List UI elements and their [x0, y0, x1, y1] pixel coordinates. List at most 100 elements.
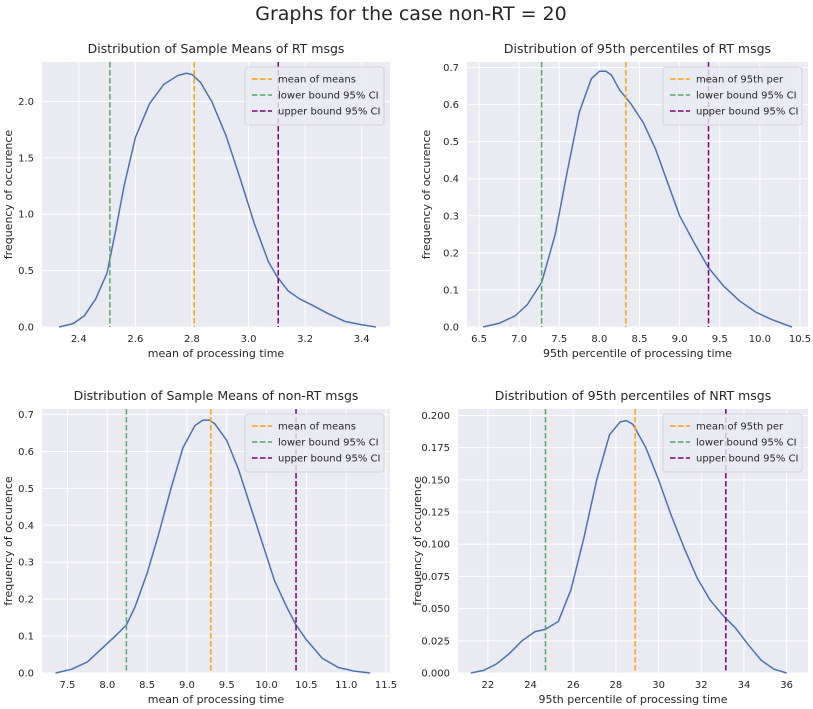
x-tick-label: 28 [610, 680, 623, 691]
y-tick-label: 0.0 [18, 669, 34, 680]
legend-label: mean of means [278, 75, 356, 86]
subplots: 2.4 2.6 2.8 3.0 3.2 3.4 0.0 0.5 1.0 1.5 2.0 Distrib… [2, 41, 811, 706]
x-tick-label: 11.5 [375, 680, 397, 691]
x-tick-label: 2.4 [71, 334, 87, 345]
legend: mean of means lower bound 95% CI upper bou… [244, 66, 385, 126]
x-tick-label: 30 [652, 680, 665, 691]
y-tick-label: 0.125 [421, 508, 450, 519]
x-tick-label: 36 [780, 680, 793, 691]
y-tick-label: 0.5 [443, 137, 459, 148]
y-tick-label: 0.0 [18, 323, 34, 334]
x-tick-label: 10.5 [789, 334, 811, 345]
y-tick-label: 0.3 [18, 558, 34, 569]
x-tick-label: 8.0 [591, 334, 607, 345]
x-tick-label: 9.0 [672, 334, 688, 345]
figure-title: Graphs for the case non-RT = 20 [255, 3, 567, 25]
legend-label: mean of means [278, 422, 356, 433]
legend-box [244, 66, 385, 126]
subplot-title: Distribution of Sample Means of non-RT m… [74, 388, 359, 403]
legend-label: mean of 95th per [696, 75, 784, 86]
legend-label: upper bound 95% CI [696, 107, 798, 118]
x-tick-label: 11.0 [335, 680, 357, 691]
y-axis-label: frequency of occurence [2, 130, 15, 260]
x-tick-label: 3.2 [297, 334, 313, 345]
legend-label: lower bound 95% CI [278, 438, 379, 449]
x-tick-label: 2.8 [184, 334, 200, 345]
x-tick-label: 2.6 [127, 334, 143, 345]
x-tick-label: 8.0 [99, 680, 115, 691]
subplot-title: Distribution of 95th percentiles of RT m… [504, 41, 771, 56]
subplot-title: Distribution of Sample Means of RT msgs [88, 41, 345, 56]
legend-box [244, 413, 385, 473]
legend: mean of 95th per lower bound 95% CI upper … [662, 413, 803, 473]
y-tick-label: 0.1 [443, 285, 459, 296]
subplot-title: Distribution of 95th percentiles of NRT … [495, 388, 772, 403]
subplot-4: 22 24 26 28 30 32 34 36 0.000 0.025 0.050 0.075 0.10… [411, 388, 808, 706]
x-tick-label: 24 [524, 680, 537, 691]
legend-box [662, 413, 803, 473]
x-tick-label: 8.5 [632, 334, 648, 345]
legend-box [662, 66, 803, 126]
x-axis-label: 95th percentile of processing time [543, 347, 732, 360]
y-tick-label: 0.1 [18, 632, 34, 643]
x-tick-label: 3.4 [354, 334, 370, 345]
y-tick-label: 0.2 [443, 248, 459, 259]
legend-label: upper bound 95% CI [278, 454, 380, 465]
y-tick-label: 0.5 [18, 266, 34, 277]
x-tick-label: 22 [482, 680, 495, 691]
x-tick-label: 3.0 [241, 334, 257, 345]
y-tick-label: 0.7 [443, 63, 459, 74]
y-tick-label: 0.100 [421, 540, 450, 551]
kde-curve [470, 419, 787, 674]
y-tick-label: 1.5 [18, 153, 34, 164]
x-tick-label: 32 [695, 680, 708, 691]
x-tick-label: 7.5 [551, 334, 567, 345]
y-tick-label: 0.050 [421, 604, 450, 615]
y-tick-label: 0.6 [18, 447, 34, 458]
y-tick-label: 0.2 [18, 595, 34, 606]
y-tick-label: 0.025 [421, 636, 450, 647]
y-tick-label: 0.000 [421, 669, 450, 680]
legend-label: upper bound 95% CI [278, 107, 380, 118]
y-axis-label: frequency of occurence [420, 130, 433, 260]
x-tick-label: 10.0 [255, 680, 277, 691]
x-tick-label: 9.0 [179, 680, 195, 691]
x-tick-label: 9.5 [712, 334, 728, 345]
y-tick-label: 0.150 [421, 475, 450, 486]
y-tick-label: 0.4 [443, 174, 459, 185]
legend-label: upper bound 95% CI [696, 454, 798, 465]
x-tick-label: 8.5 [139, 680, 155, 691]
subplot-2: 6.5 7.0 7.5 8.0 8.5 9.0 9.5 10.0 10.5 0.0 0.1 0.2 0.… [420, 41, 811, 360]
y-tick-label: 0.4 [18, 521, 34, 532]
y-tick-label: 0.6 [443, 100, 459, 111]
y-tick-label: 0.3 [443, 211, 459, 222]
y-tick-label: 0.5 [18, 484, 34, 495]
subplot-3: 7.5 8.0 8.5 9.0 9.5 10.0 10.5 11.0 11.5 0.0 0.1 0.2… [2, 388, 397, 706]
x-tick-label: 6.5 [471, 334, 487, 345]
subplot-1: 2.4 2.6 2.8 3.0 3.2 3.4 0.0 0.5 1.0 1.5 2.0 Distrib… [2, 41, 390, 360]
y-tick-label: 0.200 [421, 411, 450, 422]
x-axis-label: 95th percentile of processing time [538, 693, 727, 706]
legend: mean of means lower bound 95% CI upper bou… [244, 413, 385, 473]
y-tick-label: 1.0 [18, 210, 34, 221]
legend-label: lower bound 95% CI [696, 438, 797, 449]
y-axis-label: frequency of occurence [2, 476, 15, 606]
x-tick-label: 34 [738, 680, 751, 691]
legend-label: lower bound 95% CI [696, 91, 797, 102]
legend-label: mean of 95th per [696, 422, 784, 433]
y-tick-label: 0.175 [421, 443, 450, 454]
y-tick-label: 0.7 [18, 410, 34, 421]
legend: mean of 95th per lower bound 95% CI upper … [662, 66, 803, 126]
y-tick-label: 0.075 [421, 572, 450, 583]
x-tick-label: 10.0 [749, 334, 771, 345]
legend-label: lower bound 95% CI [278, 91, 379, 102]
x-tick-label: 7.5 [60, 680, 76, 691]
y-tick-label: 0.0 [443, 323, 459, 334]
x-tick-label: 9.5 [219, 680, 235, 691]
kde-curve [55, 419, 371, 674]
x-tick-label: 7.0 [511, 334, 527, 345]
x-axis-label: mean of processing time [148, 347, 285, 360]
x-tick-label: 10.5 [295, 680, 317, 691]
y-axis-label: frequency of occurence [411, 476, 424, 606]
